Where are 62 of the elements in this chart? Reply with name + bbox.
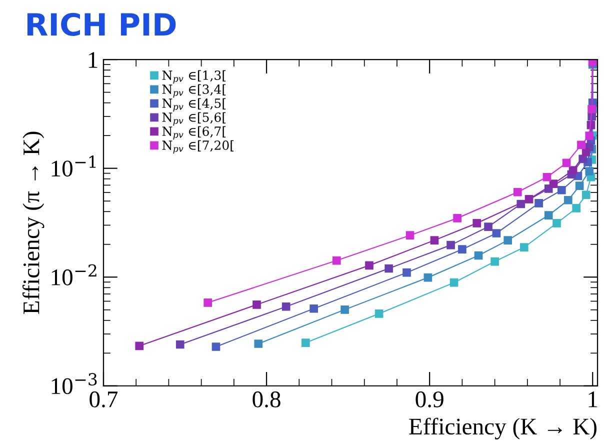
legend-label: N$_{pv}$ ∈[1,3[ <box>162 70 226 84</box>
point <box>572 204 580 212</box>
point <box>504 236 512 244</box>
point <box>484 222 492 231</box>
point <box>450 278 458 287</box>
point <box>212 342 220 351</box>
point <box>453 214 462 222</box>
point <box>402 268 411 277</box>
point <box>542 172 552 182</box>
point <box>549 180 558 188</box>
x-tick-label: 1 <box>588 392 598 408</box>
point <box>564 196 572 204</box>
point <box>282 302 290 311</box>
point <box>585 132 594 140</box>
point <box>582 148 590 156</box>
point <box>430 236 439 244</box>
point <box>374 310 384 318</box>
point <box>520 243 528 252</box>
point <box>254 340 263 348</box>
y-tick-label: 10$^{−1}$ <box>52 155 96 177</box>
legend-label: N$_{pv}$ ∈[3,4[ <box>162 84 226 98</box>
point <box>534 199 543 208</box>
point <box>490 257 499 266</box>
y-axis-title: Efficiency (π → K) <box>22 132 44 314</box>
point <box>585 167 594 176</box>
point <box>384 264 393 273</box>
point <box>568 166 578 174</box>
y-tick-label: 10$^{−2}$ <box>52 264 96 286</box>
point <box>302 338 310 347</box>
legend-label: N$_{pv}$ ∈[6,7[ <box>162 126 226 140</box>
point <box>424 273 432 282</box>
point <box>552 219 561 228</box>
point <box>406 231 414 240</box>
point <box>252 300 261 309</box>
legend-label: N$_{pv}$ ∈[5,6[ <box>162 112 226 126</box>
point <box>575 182 584 190</box>
chart-title: RICH PID <box>27 12 176 36</box>
point <box>577 140 586 150</box>
point <box>513 188 522 196</box>
legend-label: N$_{pv}$ ∈[4,5[ <box>162 98 226 112</box>
point <box>582 190 590 200</box>
y-tick-label: 1 <box>88 52 98 68</box>
point <box>310 304 318 313</box>
point <box>492 229 501 238</box>
point <box>176 340 184 349</box>
point <box>472 219 482 228</box>
point <box>204 298 212 307</box>
point <box>474 251 483 260</box>
point <box>458 245 466 254</box>
point <box>332 256 341 265</box>
point <box>557 186 566 194</box>
point <box>340 305 349 314</box>
point <box>562 158 571 168</box>
point <box>365 261 374 270</box>
x-tick-label: 0.8 <box>252 391 280 408</box>
point <box>544 211 553 220</box>
x-tick-label: 0.9 <box>416 391 444 408</box>
legend-label: N$_{pv}$ ∈[7,20[ <box>162 140 234 154</box>
point <box>524 195 534 204</box>
x-axis-title: Efficiency (K → K) <box>409 418 596 440</box>
point <box>135 342 144 350</box>
point <box>446 240 455 250</box>
